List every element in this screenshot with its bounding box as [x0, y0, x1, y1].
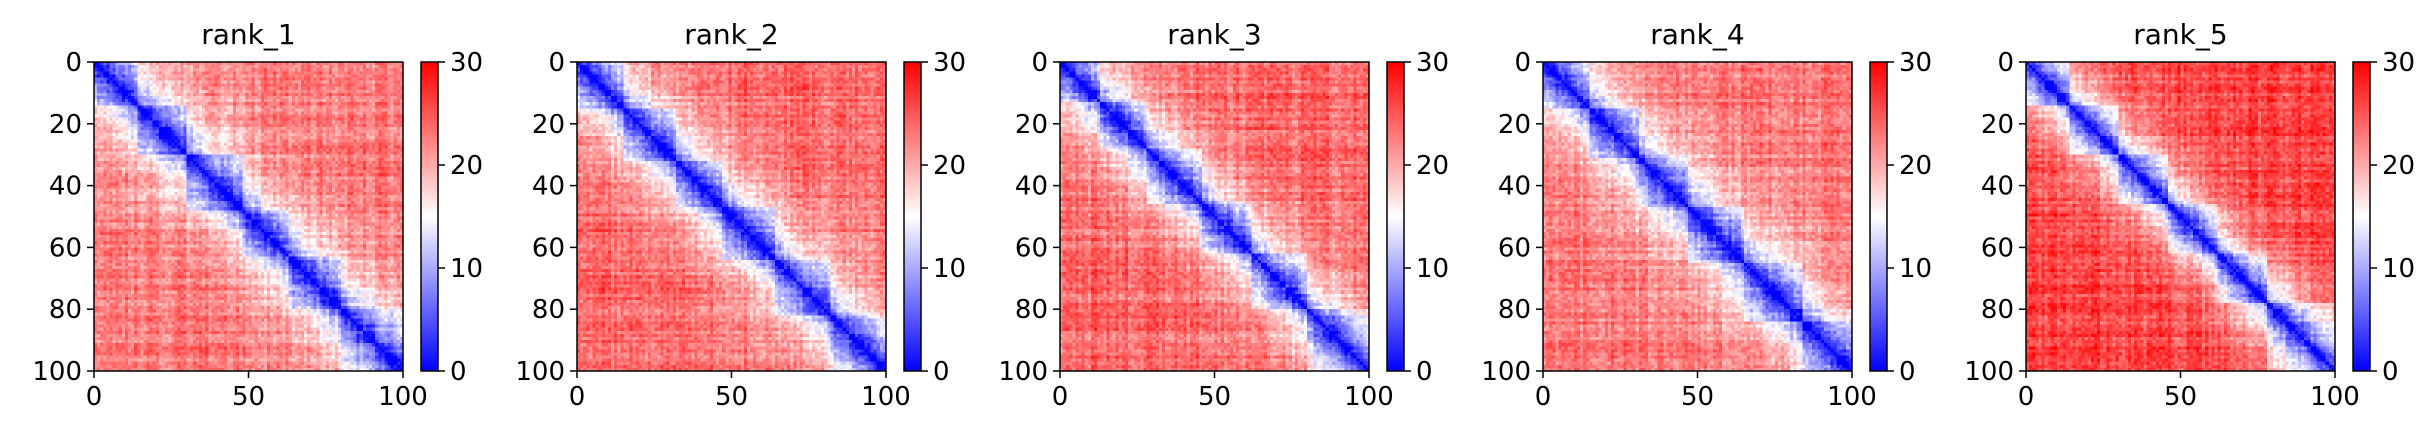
heatmap-image	[577, 62, 886, 371]
y-tick-label: 100	[1481, 357, 1531, 387]
x-tick-label: 0	[1052, 382, 1069, 412]
x-tick-label: 50	[1198, 382, 1231, 412]
x-tick-label: 100	[2310, 382, 2360, 412]
y-tick-label: 60	[1015, 233, 1048, 263]
y-tick-label: 20	[1981, 110, 2014, 140]
heatmap-image	[1060, 62, 1369, 371]
colorbar	[420, 61, 439, 372]
colorbar-tick-label: 20	[933, 151, 966, 181]
colorbar	[1386, 61, 1405, 372]
colorbar-tick-label: 0	[450, 357, 467, 387]
y-tick-label: 80	[49, 295, 82, 325]
colorbar-tick-label: 10	[450, 254, 483, 284]
colorbar-tick-label: 10	[2382, 254, 2415, 284]
colorbar-tick-label: 20	[1416, 151, 1449, 181]
colorbar-tick-label: 10	[1899, 254, 1932, 284]
y-tick-label: 0	[1031, 48, 1048, 78]
colorbar-tick-label: 20	[1899, 151, 1932, 181]
x-tick-label: 100	[1827, 382, 1877, 412]
x-tick-label: 0	[1535, 382, 1552, 412]
colorbar-tick-label: 20	[450, 151, 483, 181]
y-tick-label: 40	[49, 172, 82, 202]
y-tick-label: 0	[548, 48, 565, 78]
y-tick-label: 20	[532, 110, 565, 140]
x-tick-label: 50	[1681, 382, 1714, 412]
y-tick-label: 80	[532, 295, 565, 325]
y-tick-label: 60	[1498, 233, 1531, 263]
colorbar	[903, 61, 922, 372]
colorbar-tick-label: 10	[933, 254, 966, 284]
x-tick-label: 0	[86, 382, 103, 412]
y-tick-label: 20	[1015, 110, 1048, 140]
chart-title: rank_2	[684, 18, 778, 51]
colorbar	[1869, 61, 1888, 372]
y-tick-label: 0	[65, 48, 82, 78]
chart-title: rank_5	[2133, 18, 2227, 51]
x-tick-label: 0	[2018, 382, 2035, 412]
colorbar-tick-label: 30	[2382, 48, 2415, 78]
y-tick-label: 100	[515, 357, 565, 387]
colorbar-tick-label: 0	[933, 357, 950, 387]
y-tick-label: 40	[1981, 172, 2014, 202]
colorbar-tick-label: 30	[1416, 48, 1449, 78]
heatmap-image	[1543, 62, 1852, 371]
x-tick-label: 100	[1344, 382, 1394, 412]
y-tick-label: 60	[49, 233, 82, 263]
colorbar-tick-label: 10	[1416, 254, 1449, 284]
y-tick-label: 40	[532, 172, 565, 202]
x-tick-label: 50	[715, 382, 748, 412]
y-tick-label: 20	[49, 110, 82, 140]
colorbar-tick-label: 0	[2382, 357, 2399, 387]
colorbar	[2352, 61, 2371, 372]
y-tick-label: 0	[1997, 48, 2014, 78]
y-tick-label: 40	[1015, 172, 1048, 202]
y-tick-label: 100	[1964, 357, 2014, 387]
heatmap-image	[2026, 62, 2335, 371]
y-tick-label: 80	[1981, 295, 2014, 325]
y-tick-label: 100	[32, 357, 82, 387]
x-tick-label: 100	[378, 382, 428, 412]
chart-title: rank_4	[1650, 18, 1744, 51]
y-tick-label: 60	[532, 233, 565, 263]
y-tick-label: 40	[1498, 172, 1531, 202]
x-tick-label: 50	[232, 382, 265, 412]
y-tick-label: 0	[1514, 48, 1531, 78]
y-tick-label: 80	[1498, 295, 1531, 325]
colorbar-tick-label: 0	[1899, 357, 1916, 387]
y-tick-label: 20	[1498, 110, 1531, 140]
x-tick-label: 50	[2164, 382, 2197, 412]
x-tick-label: 100	[861, 382, 911, 412]
colorbar-tick-label: 0	[1416, 357, 1433, 387]
y-tick-label: 100	[998, 357, 1048, 387]
colorbar-tick-label: 30	[1899, 48, 1932, 78]
x-tick-label: 0	[569, 382, 586, 412]
colorbar-tick-label: 30	[933, 48, 966, 78]
heatmap-image	[94, 62, 403, 371]
y-tick-label: 80	[1015, 295, 1048, 325]
colorbar-tick-label: 20	[2382, 151, 2415, 181]
chart-title: rank_1	[201, 18, 295, 51]
chart-title: rank_3	[1167, 18, 1261, 51]
y-tick-label: 60	[1981, 233, 2014, 263]
colorbar-tick-label: 30	[450, 48, 483, 78]
